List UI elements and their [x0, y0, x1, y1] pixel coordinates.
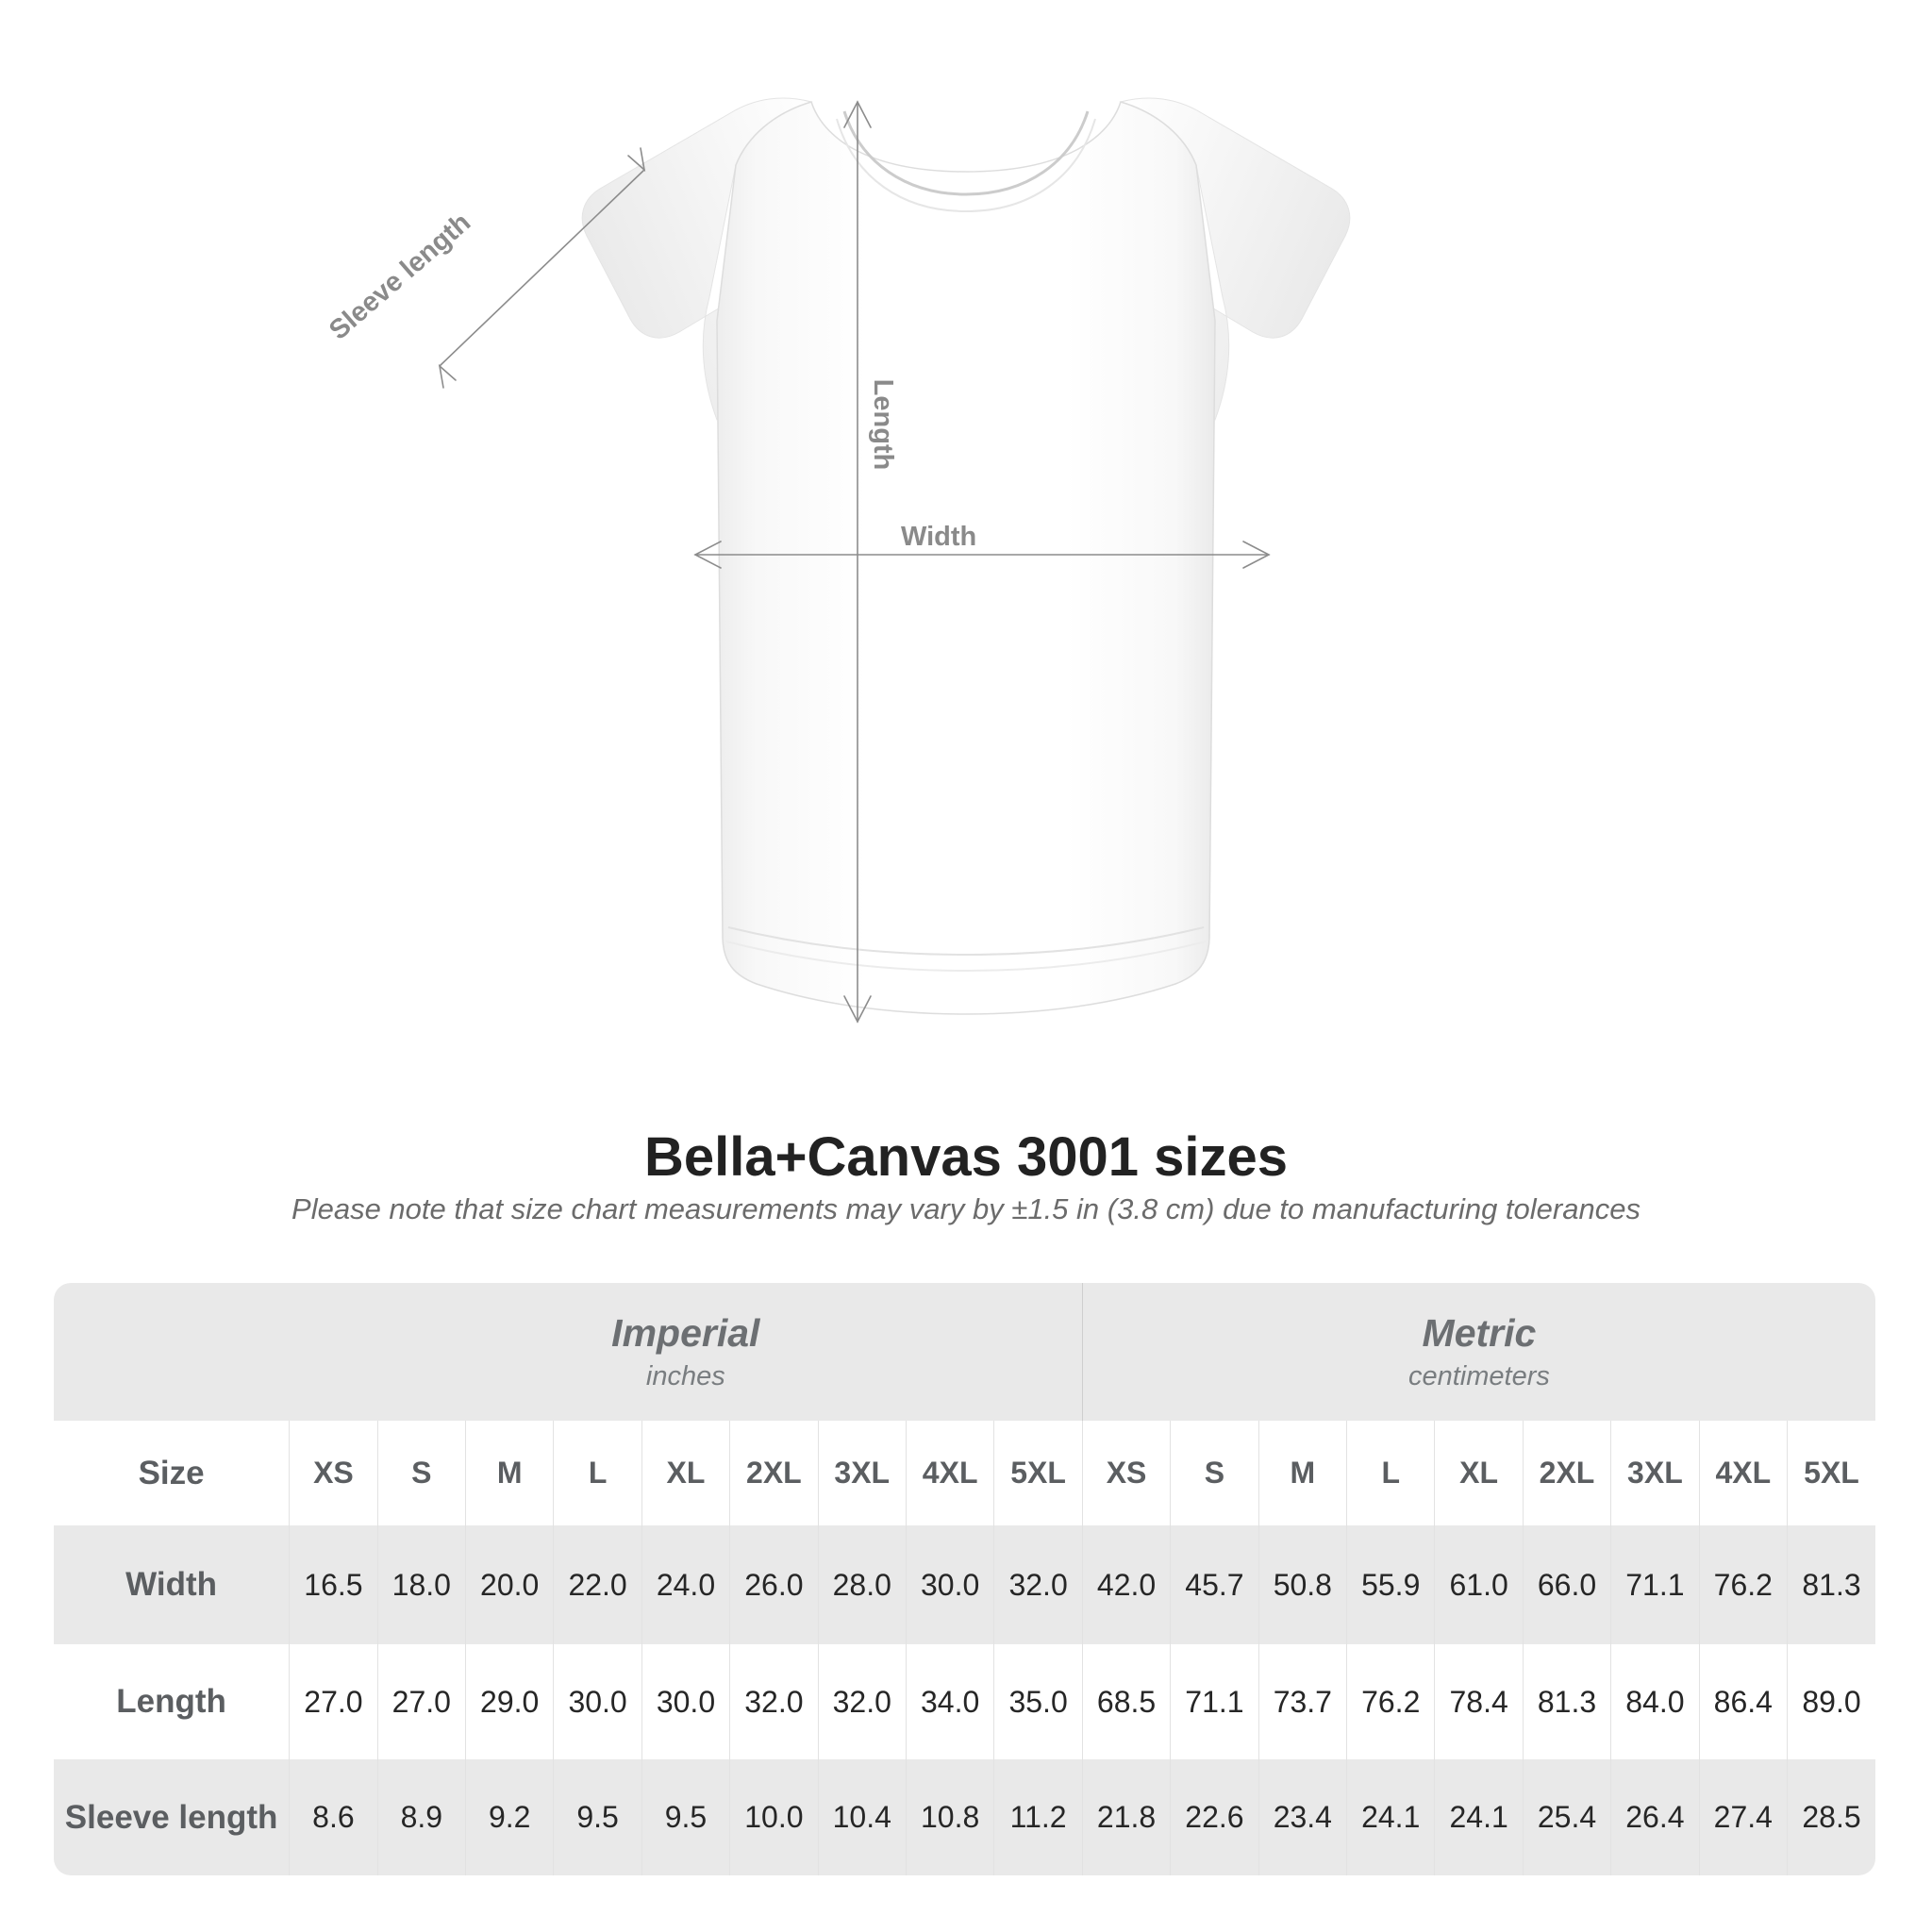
svg-text:Sleeve length: Sleeve length	[324, 208, 476, 346]
svg-text:Length: Length	[868, 379, 898, 471]
svg-text:Width: Width	[901, 522, 976, 552]
